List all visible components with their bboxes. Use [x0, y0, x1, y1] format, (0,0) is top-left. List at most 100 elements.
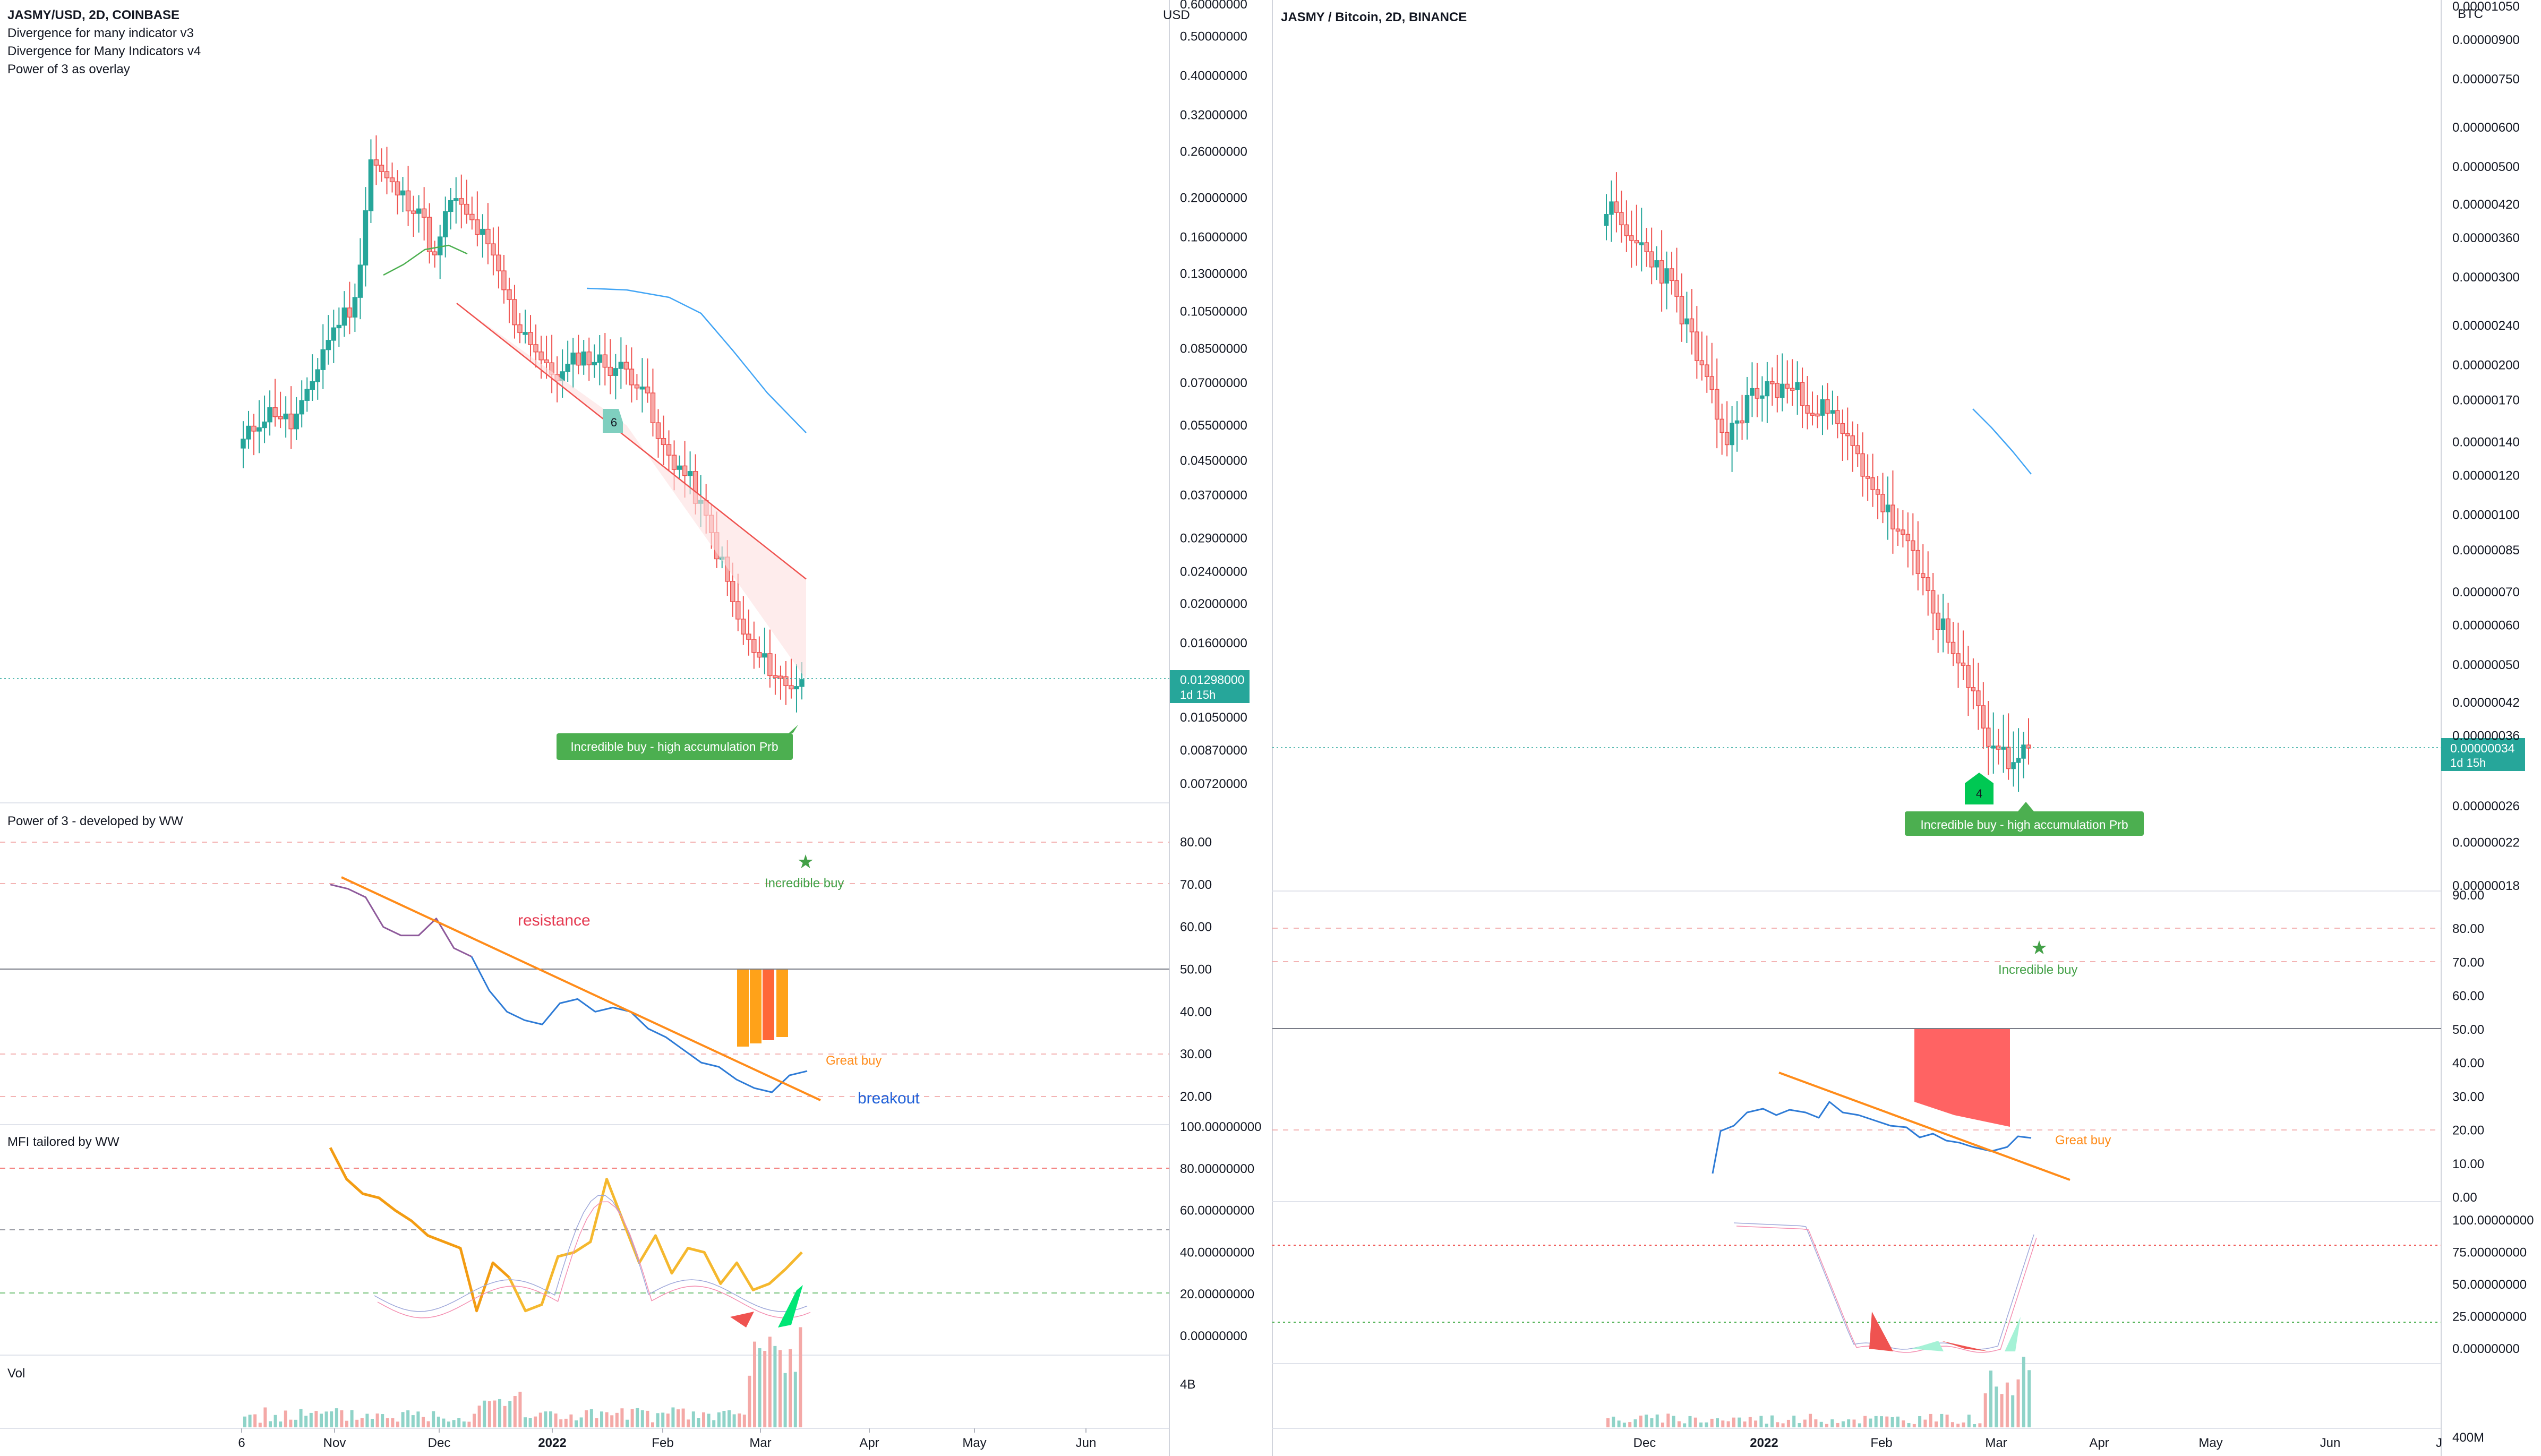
left-mfi-thin-pink [377, 1201, 811, 1318]
left-vol-bar-63 [564, 1418, 568, 1427]
left-price-tick-2: 0.40000000 [1180, 69, 1247, 83]
right-volume-pane[interactable] [1606, 1357, 2031, 1427]
right-vol-bar-50 [1880, 1416, 1883, 1427]
left-vol-bar-41 [452, 1420, 456, 1427]
right-vol-bar-9 [1655, 1414, 1659, 1427]
right-price-tick-2: 0.00000750 [2452, 72, 2520, 87]
left-vol-bar-46 [477, 1406, 481, 1427]
left-candle-63 [576, 353, 581, 366]
right-vol-bar-22 [1726, 1421, 1730, 1427]
left-vol-bar-64 [569, 1414, 573, 1427]
left-vol-bar-17 [330, 1411, 333, 1427]
right-currency-label: BTC [2458, 7, 2483, 21]
left-mfi-pane[interactable] [0, 1147, 1169, 1327]
left-candle-22 [357, 264, 363, 298]
right-vol-bar-73 [2005, 1382, 2009, 1427]
right-vol-bar-15 [1688, 1416, 1692, 1427]
right-price-tick-21: 0.00000022 [2452, 835, 2520, 850]
right-vol-bar-63 [1950, 1422, 1954, 1427]
left-vol-bar-109 [799, 1327, 802, 1427]
right-candle-39 [1800, 382, 1805, 406]
left-candle-78 [655, 422, 661, 439]
left-vol-bar-56 [528, 1418, 532, 1427]
right-vol-bar-14 [1683, 1423, 1687, 1427]
right-mfi-pane[interactable] [1272, 1222, 2441, 1353]
left-incredible-buy-label: Incredible buy [765, 876, 844, 890]
left-vol-bar-7 [279, 1421, 283, 1427]
left-price-tick-3: 0.32000000 [1180, 108, 1247, 123]
right-candle-61 [1911, 540, 1915, 551]
right-price-pane[interactable] [1272, 172, 2441, 792]
left-candle-12 [304, 389, 310, 401]
left-chart-title: JASMY/USD, 2D, COINBASE [7, 8, 179, 22]
left-time-label-0: 6 [238, 1436, 245, 1450]
left-vol-bar-84 [671, 1407, 675, 1427]
left-signal-text: Incredible buy - high accumulation Prb [570, 740, 778, 753]
left-vol-bar-45 [473, 1414, 476, 1427]
right-candle-26 [1734, 420, 1740, 424]
left-vol-bar-79 [646, 1410, 649, 1427]
left-price-tick-13: 0.03700000 [1180, 489, 1247, 503]
right-candle-65 [1930, 590, 1936, 614]
left-candle-25 [373, 159, 379, 166]
right-candle-77 [1991, 746, 1996, 749]
right-candle-23 [1719, 418, 1724, 433]
left-vol-bar-76 [630, 1409, 634, 1427]
right-vol-bar-21 [1721, 1420, 1725, 1427]
left-vol-bar-0 [243, 1416, 246, 1427]
left-vol-bar-36 [426, 1421, 430, 1427]
left-power3-pane[interactable] [0, 842, 1169, 1101]
right-signal-text: Incredible buy - high accumulation Prb [1920, 818, 2128, 832]
axis-ticks: 0.60000000 0.50000000 0.40000000 0.32000000… [238, 0, 2534, 1450]
right-vol-bar-54 [1902, 1420, 1905, 1427]
left-price-pane[interactable] [0, 135, 1169, 713]
left-candle-3 [256, 427, 262, 432]
right-vol-bar-29 [1765, 1424, 1768, 1427]
left-candle-32 [410, 210, 416, 214]
left-power3-tick-5: 30.00 [1180, 1047, 1212, 1061]
left-mfi-line-yellow [508, 1178, 803, 1313]
left-candle-80 [666, 444, 672, 456]
left-candle-65 [586, 352, 592, 365]
left-vol-bar-15 [320, 1414, 323, 1427]
left-volume-pane[interactable] [243, 1327, 802, 1427]
right-candle-79 [2001, 747, 2006, 750]
right-vol-bar-24 [1738, 1417, 1741, 1427]
left-vol-bar-9 [289, 1419, 293, 1427]
left-vol-bar-53 [513, 1395, 517, 1427]
right-mfi-tick-4: 0.00000000 [2452, 1342, 2520, 1356]
right-vol-bar-59 [1929, 1414, 1932, 1427]
left-price-tick-17: 0.01600000 [1180, 636, 1247, 650]
left-vol-bar-27 [381, 1414, 384, 1427]
left-vol-bar-99 [748, 1375, 751, 1427]
left-vol-bar-10 [294, 1419, 297, 1427]
left-vol-bar-30 [396, 1421, 399, 1427]
left-vol-tick: 4B [1180, 1377, 1195, 1392]
right-candle-27 [1740, 420, 1744, 424]
right-vol-bar-39 [1819, 1421, 1823, 1427]
left-candle-41 [459, 198, 464, 205]
right-vol-bar-6 [1639, 1415, 1642, 1427]
left-ema-green-line [383, 244, 468, 276]
left-mfi-red-fill [730, 1312, 754, 1327]
right-mfi-tick-2: 50.00000000 [2452, 1278, 2527, 1292]
right-candle-37 [1790, 388, 1795, 391]
left-vol-bar-87 [687, 1419, 690, 1427]
right-vol-bar-31 [1776, 1422, 1779, 1427]
left-candle-71 [618, 362, 624, 369]
right-candle-71 [1961, 662, 1966, 666]
right-candle-38 [1795, 382, 1800, 390]
right-candle-68 [1946, 618, 1950, 643]
left-vol-bar-13 [309, 1412, 313, 1427]
right-p3-trendline [1778, 1072, 2071, 1181]
left-indicator-2: Divergence for Many Indicators v4 [7, 44, 201, 58]
left-candle-77 [650, 392, 656, 423]
left-mfi-thin-blue [374, 1195, 808, 1312]
left-mfi-tick-5: 0.00000000 [1180, 1329, 1247, 1343]
left-p3-bar-1 [750, 970, 762, 1043]
right-power3-pane[interactable] [1272, 928, 2441, 1181]
breakout-label: breakout [858, 1090, 920, 1107]
right-vol-bar-65 [1962, 1422, 1965, 1427]
right-candle-62 [1915, 550, 1921, 574]
right-price-tick-19: 0.00000036 [2452, 729, 2520, 743]
